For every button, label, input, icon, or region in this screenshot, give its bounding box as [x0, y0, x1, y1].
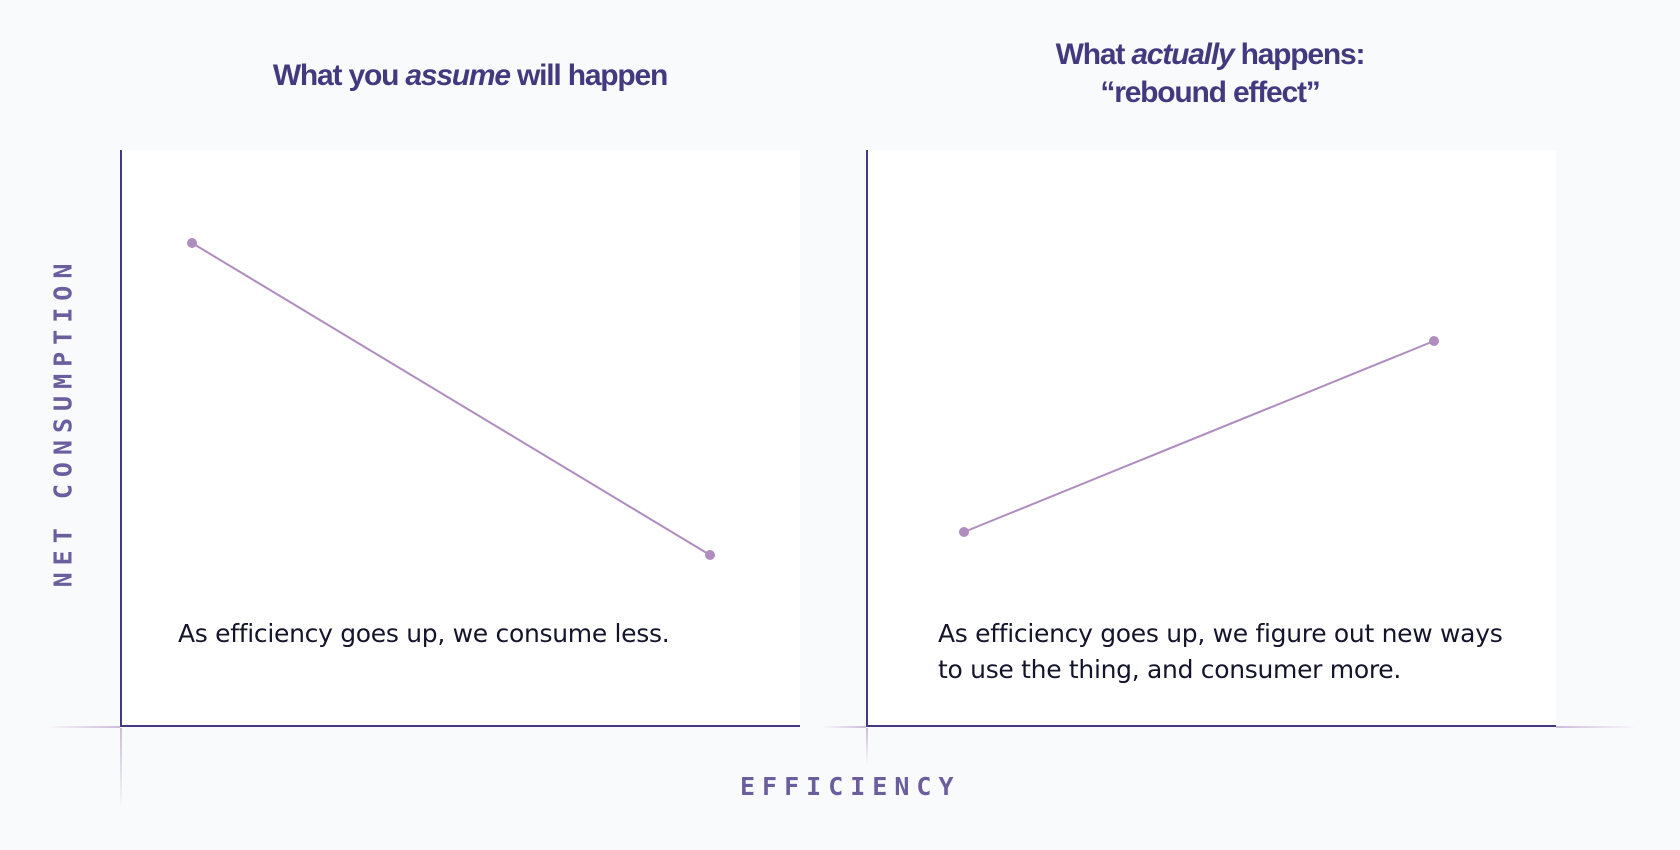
y-axis-line — [120, 150, 122, 727]
y-axis-extension-right — [866, 728, 868, 764]
x-axis-line — [866, 725, 1556, 727]
y-axis-extension-left — [120, 728, 122, 810]
title-post: happens: — [1233, 38, 1366, 71]
title-line-1: What actually happens: — [910, 36, 1510, 74]
title-post: will happen — [509, 59, 668, 92]
x-axis-extension-middle — [822, 726, 866, 728]
right-caption: As efficiency goes up, we figure out new… — [938, 619, 1503, 684]
title-pre: What you — [272, 59, 406, 92]
x-axis-extension-right — [1556, 726, 1636, 728]
left-panel-title: What you assume will happen — [160, 57, 780, 95]
left-caption: As efficiency goes up, we consume less. — [178, 619, 670, 648]
right-panel-title: What actually happens: “rebound effect” — [910, 36, 1510, 112]
x-axis-extension-left — [45, 726, 120, 728]
x-axis-line — [120, 725, 800, 727]
y-axis-label: NET CONSUMPTION — [48, 256, 78, 588]
y-axis-line — [866, 150, 868, 727]
title-line-2: “rebound effect” — [1100, 76, 1320, 109]
title-emphasis: actually — [1131, 38, 1234, 71]
title-pre: What — [1055, 38, 1132, 71]
x-axis-label: EFFICIENCY — [740, 772, 961, 801]
title-emphasis: assume — [405, 59, 511, 92]
